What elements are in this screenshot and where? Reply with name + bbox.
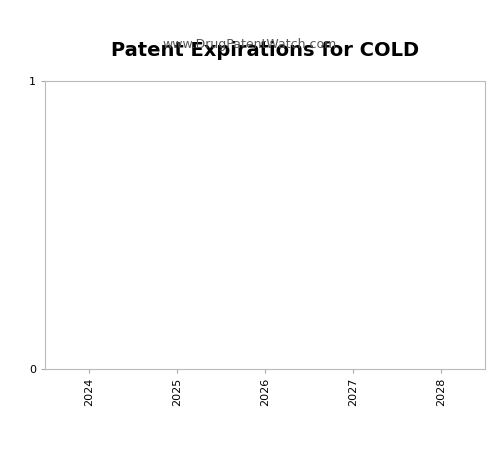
- Title: Patent Expirations for COLD: Patent Expirations for COLD: [111, 41, 419, 60]
- Text: www.DrugPatentWatch.com: www.DrugPatentWatch.com: [163, 38, 337, 51]
